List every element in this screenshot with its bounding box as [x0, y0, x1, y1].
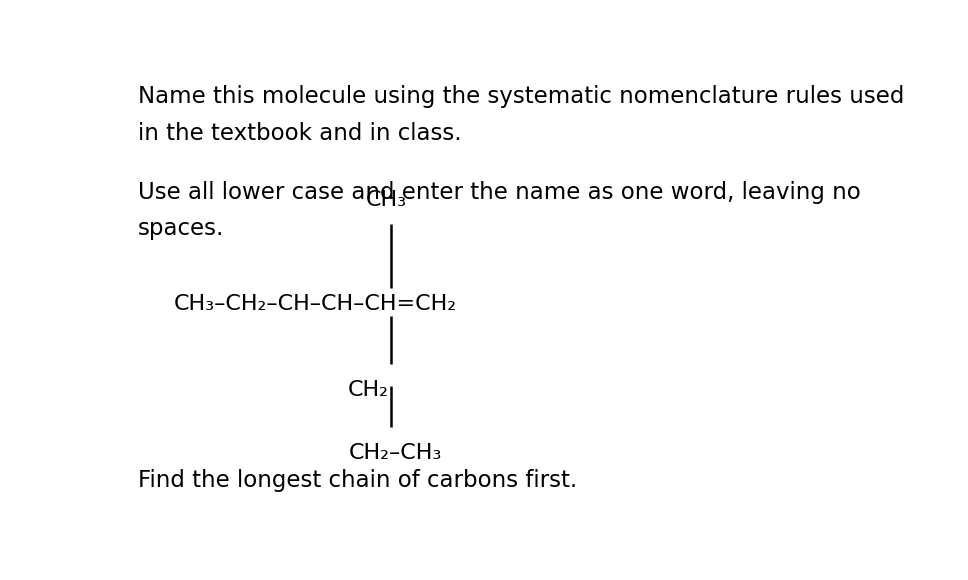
Text: spaces.: spaces. [137, 218, 224, 241]
Text: Name this molecule using the systematic nomenclature rules used: Name this molecule using the systematic … [137, 85, 904, 108]
Text: Use all lower case and enter the name as one word, leaving no: Use all lower case and enter the name as… [137, 181, 861, 204]
Text: CH₂–CH₃: CH₂–CH₃ [348, 443, 441, 462]
Text: in the textbook and in class.: in the textbook and in class. [137, 122, 461, 145]
Text: Find the longest chain of carbons first.: Find the longest chain of carbons first. [137, 469, 577, 492]
Text: CH₃–CH₂–CH–CH–CH=CH₂: CH₃–CH₂–CH–CH–CH=CH₂ [173, 294, 457, 314]
Text: CH₃: CH₃ [365, 190, 407, 211]
Text: CH₂: CH₂ [348, 380, 389, 400]
